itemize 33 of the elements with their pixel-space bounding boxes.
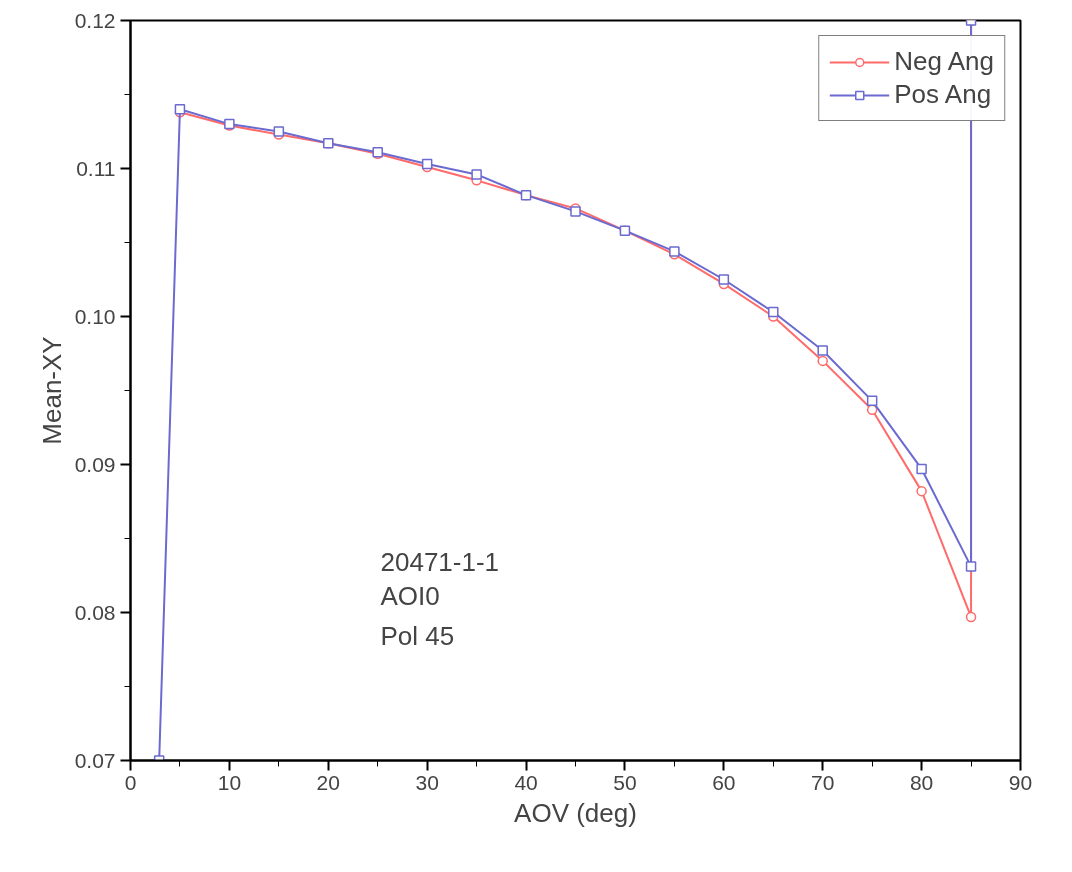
x-tick-label: 0 xyxy=(124,770,137,794)
x-tick-label: 90 xyxy=(1008,770,1033,794)
y-tick-label: 0.08 xyxy=(74,600,116,624)
annotation: Pol 45 xyxy=(380,620,455,651)
point xyxy=(965,561,977,572)
point xyxy=(866,395,878,407)
x-tick-label: 60 xyxy=(712,770,736,794)
y-tick-label: 0.10 xyxy=(74,304,116,328)
annotation: AOI0 xyxy=(380,580,440,611)
x-tick-label: 40 xyxy=(514,770,538,794)
point xyxy=(817,345,828,356)
x-tick-label: 20 xyxy=(316,770,340,794)
x-tick-label: 70 xyxy=(811,770,835,794)
point xyxy=(718,274,730,285)
x-tick-label: 80 xyxy=(909,770,934,794)
point xyxy=(916,485,927,497)
x-tick-label: 10 xyxy=(217,770,242,794)
x-tick-label: 50 xyxy=(613,770,637,794)
y-axis-title: Mean-XY xyxy=(36,336,67,445)
legend-label: Neg Ang xyxy=(894,46,994,77)
y-tick-label: 0.11 xyxy=(76,156,116,180)
legend-label: Pos Ang xyxy=(894,79,992,110)
point xyxy=(817,355,828,367)
point xyxy=(471,169,482,180)
y-tick-label: 0.07 xyxy=(74,748,116,772)
y-tick-label: 0.12 xyxy=(74,8,116,32)
annotation: 20471-1-1 xyxy=(380,546,500,577)
point xyxy=(916,463,927,475)
x-tick-label: 30 xyxy=(415,770,439,794)
x-axis-title: AOV (deg) xyxy=(514,797,637,828)
y-tick-label: 0.09 xyxy=(74,452,116,476)
point xyxy=(965,611,977,623)
point xyxy=(768,306,779,318)
